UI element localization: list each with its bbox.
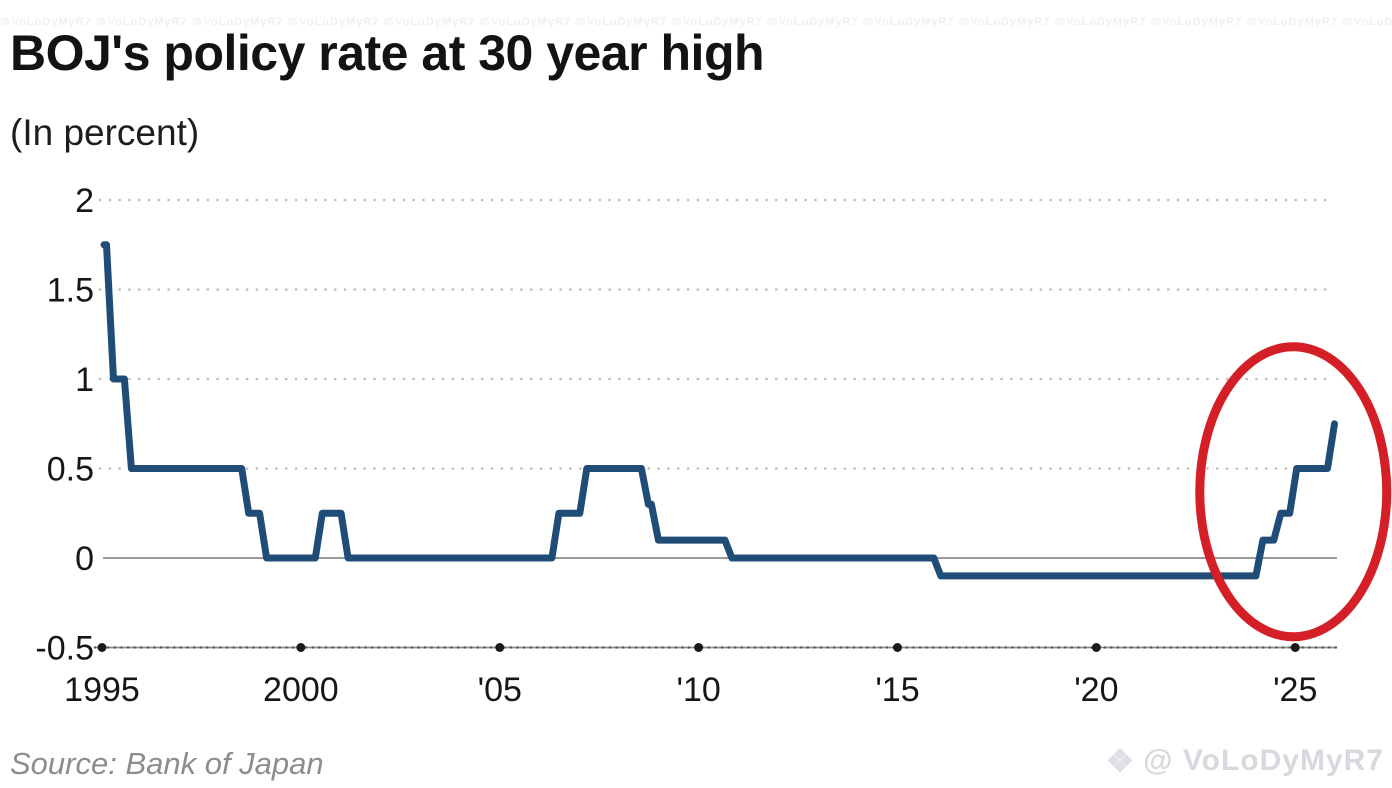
y-tick-label-1: 1 bbox=[75, 361, 94, 399]
y-tick-label-1.5: 1.5 bbox=[47, 272, 94, 310]
x-tick-dot-'20 bbox=[1091, 643, 1101, 652]
x-tick-dot-'25 bbox=[1290, 643, 1300, 652]
axis-unit-label: (In percent) bbox=[10, 112, 200, 153]
watermark-handle: @ VoLoDyMyR7 bbox=[1143, 744, 1384, 777]
x-tick-label-'05: '05 bbox=[478, 671, 522, 709]
x-tick-dot-'05 bbox=[495, 643, 505, 652]
y-tick-label-0.5: 0.5 bbox=[47, 451, 94, 489]
watermark: ❖ @ VoLoDyMyR7 bbox=[1106, 744, 1384, 778]
policy-rate-line bbox=[100, 241, 1338, 580]
chart-title: BOJ's policy rate at 30 year high bbox=[10, 25, 765, 81]
x-tick-label-'20: '20 bbox=[1074, 671, 1118, 709]
diamond-logo-icon: ❖ bbox=[1105, 743, 1136, 779]
x-tick-dot-'15 bbox=[892, 643, 902, 652]
faint-watermark-row: @VoLoDyMyR7 @VoLoDyMyR7 @VoLoDyMyR7 @VoL… bbox=[0, 16, 1392, 28]
source-caption: Source: Bank of Japan bbox=[10, 746, 324, 781]
y-tick-label--0.5: -0.5 bbox=[35, 630, 94, 668]
x-tick-label-'15: '15 bbox=[875, 671, 919, 709]
x-tick-dot-1995 bbox=[97, 643, 107, 652]
highlight-ellipse bbox=[1195, 342, 1392, 642]
x-tick-label-1995: 1995 bbox=[64, 671, 140, 709]
x-tick-dot-2000 bbox=[296, 643, 306, 652]
x-tick-label-'10: '10 bbox=[676, 671, 720, 709]
x-tick-label-2000: 2000 bbox=[263, 671, 339, 709]
x-tick-dot-'10 bbox=[694, 643, 704, 652]
y-tick-label-2: 2 bbox=[75, 182, 94, 220]
y-tick-label-0: 0 bbox=[75, 540, 94, 578]
x-tick-label-'25: '25 bbox=[1273, 671, 1317, 709]
